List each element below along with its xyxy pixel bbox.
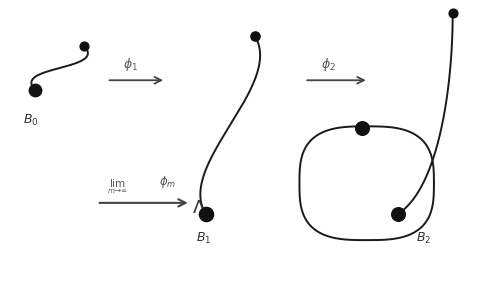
Point (202, 211, 209, 216)
Text: $B_1$: $B_1$ (196, 231, 211, 246)
Text: $\lim_{m\to\infty}$: $\lim_{m\to\infty}$ (106, 178, 127, 196)
Point (32, 88, 40, 92)
Point (394, 211, 402, 216)
Text: $B_0$: $B_0$ (22, 113, 38, 129)
Text: $\phi_1$: $\phi_1$ (124, 56, 138, 73)
Point (448, 10, 456, 15)
Text: $B_2$: $B_2$ (416, 231, 432, 246)
Text: $\phi_m$: $\phi_m$ (159, 174, 176, 190)
Point (358, 126, 366, 130)
Point (251, 34, 259, 38)
Text: $\phi_2$: $\phi_2$ (321, 56, 336, 73)
Point (80, 44, 88, 48)
Text: $\Lambda$: $\Lambda$ (192, 199, 206, 217)
